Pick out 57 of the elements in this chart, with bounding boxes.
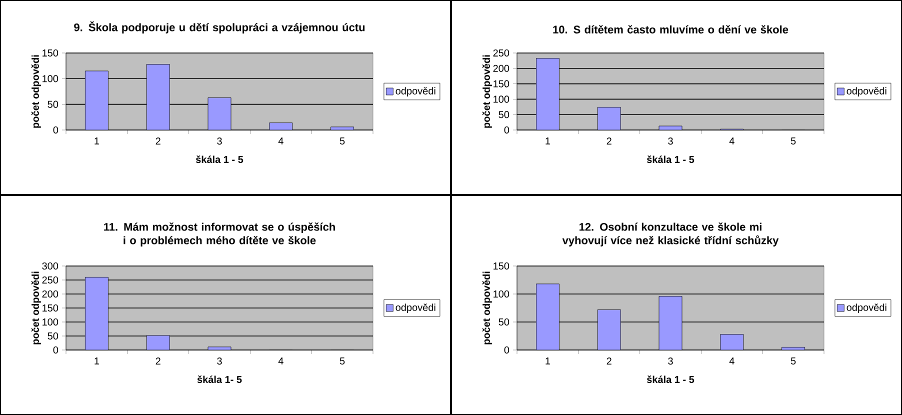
y-axis-title: počet odpovědi: [482, 272, 492, 344]
y-axis-title: počet odpovědi: [482, 55, 492, 128]
x-axis-title: škála 1 - 5: [646, 375, 694, 384]
x-axis-title: škála 1- 5: [197, 375, 242, 384]
y-tick-label: 250: [42, 276, 58, 284]
y-tick-label: 0: [53, 346, 58, 354]
y-tick-label: 200: [493, 64, 510, 72]
y-tick-label: 0: [504, 126, 510, 134]
x-tick-label: 2: [156, 358, 160, 365]
x-tick-label: 4: [729, 138, 734, 144]
y-tick-label: 200: [42, 290, 58, 298]
y-tick-label: 50: [498, 318, 510, 326]
x-axis-title: škála 1 - 5: [196, 155, 244, 164]
x-tick-label: 2: [606, 138, 612, 145]
y-tick-label: 0: [504, 346, 510, 354]
y-tick-label: 250: [493, 49, 510, 57]
x-tick-label: 1: [94, 358, 99, 364]
x-tick-label: 2: [606, 358, 612, 365]
x-tick-label: 4: [278, 138, 284, 144]
y-tick-label: 150: [494, 262, 510, 270]
y-tick-label: 100: [42, 318, 58, 326]
y-tick-label: 100: [42, 75, 58, 82]
y-tick-label: 300: [42, 262, 58, 270]
x-tick-label: 5: [790, 138, 796, 145]
y-axis-title: počet odpovědi: [31, 55, 41, 128]
chart-title: 12. Osobní konzultace ve škole mi vyhovují více než klasické třídní schůzky: [562, 222, 779, 246]
legend-label: odpovědi: [396, 87, 436, 96]
chart-title: 9. Škola podporuje u dětí spolupráci a vzájemnou úctu: [74, 21, 365, 34]
y-axis-title: počet odpovědi: [31, 272, 41, 344]
x-tick-label: 3: [217, 358, 222, 365]
x-tick-label: 3: [217, 138, 222, 145]
y-tick-label: 150: [42, 49, 58, 57]
x-tick-label: 2: [156, 138, 160, 145]
x-tick-label: 3: [668, 138, 673, 145]
y-tick-label: 50: [498, 111, 510, 118]
x-axis-title: škála 1 - 5: [646, 155, 694, 164]
chart-title: 11. Mám možnost informovat se o úspěších i o problémech mého dítěte ve škole: [104, 222, 335, 246]
x-tick-label: 4: [729, 358, 734, 364]
x-tick-label: 1: [94, 138, 99, 144]
legend-label: odpovědi: [846, 87, 886, 96]
y-tick-label: 100: [494, 290, 510, 298]
x-tick-label: 5: [340, 358, 345, 365]
x-tick-label: 1: [546, 138, 550, 144]
x-tick-label: 4: [278, 358, 284, 364]
x-tick-label: 5: [790, 358, 796, 365]
y-tick-label: 0: [53, 126, 58, 134]
x-tick-label: 3: [668, 358, 673, 365]
legend-label: odpovědi: [846, 304, 886, 313]
chart-title: 10. S dítětem často mluvíme o dění ve škole: [553, 25, 788, 34]
y-tick-label: 100: [494, 96, 510, 103]
y-tick-label: 50: [48, 100, 58, 108]
y-tick-label: 150: [42, 304, 58, 312]
y-tick-label: 150: [494, 80, 510, 88]
legend-label: odpovědi: [396, 304, 436, 313]
x-tick-label: 1: [546, 358, 550, 364]
y-tick-label: 50: [48, 332, 58, 340]
x-tick-label: 5: [340, 138, 345, 145]
